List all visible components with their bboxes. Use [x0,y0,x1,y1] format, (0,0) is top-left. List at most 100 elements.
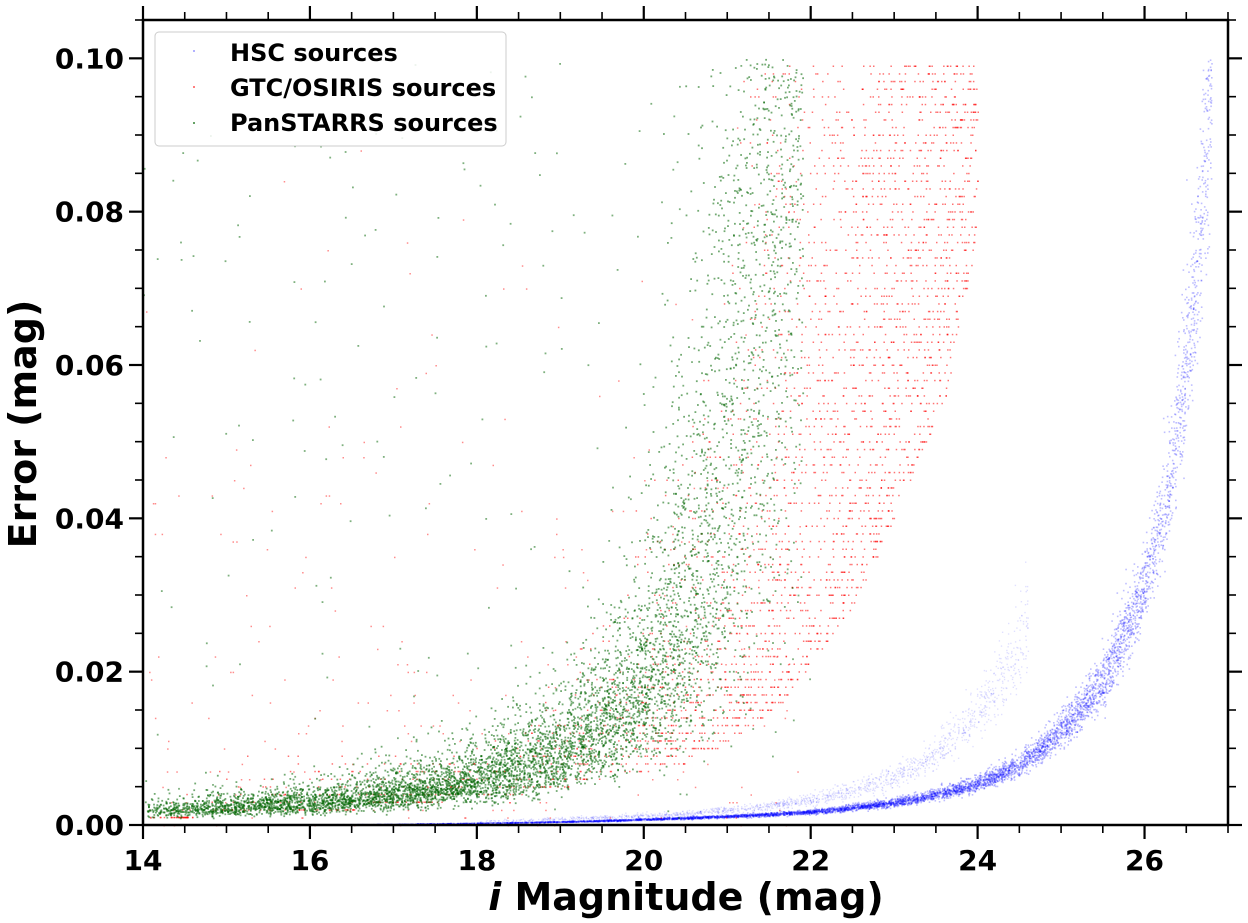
hsc-point [1167,484,1169,486]
hsc-point [893,799,895,801]
hsc-point [1115,638,1117,640]
hsc-point [1207,94,1209,96]
hsc-point [1092,688,1094,690]
hsc-point [1136,600,1138,602]
hsc-point [1112,654,1114,656]
hsc-point [1160,535,1162,537]
hsc-point [1196,332,1198,334]
hsc-point [1089,695,1091,697]
hsc-point [1179,451,1181,453]
hsc-point [1050,755,1052,757]
hsc-point [1167,481,1169,483]
hsc-point [1167,463,1169,465]
hsc-point [1201,179,1203,181]
hsc-point [1174,430,1176,432]
hsc-point [805,814,807,816]
hsc-point [1200,128,1202,130]
hsc-point [1191,348,1193,350]
hsc-point [1177,430,1179,432]
hsc-point [841,806,843,808]
hsc-point [1062,723,1064,725]
hsc-point [1183,329,1185,331]
hsc-point [1170,491,1172,493]
hsc-point [1191,356,1193,358]
hsc-point [1178,331,1180,333]
hsc-point [1163,537,1165,539]
hsc-point [1173,477,1175,479]
hsc-point [1185,354,1187,356]
hsc-point [1202,177,1204,179]
hsc-point [865,803,867,805]
hsc-point [1188,377,1190,379]
hsc-point [1184,395,1186,397]
hsc-point [1210,167,1212,169]
hsc-point [1144,566,1146,568]
hsc-point [1076,698,1078,700]
hsc-point [1120,614,1122,616]
hsc-point [526,822,528,824]
hsc-point [1088,678,1090,680]
hsc-point [1209,144,1211,146]
hsc-point [1097,672,1099,674]
hsc-point [1033,751,1035,753]
hsc-point [1183,425,1185,427]
hsc-point [1021,755,1023,757]
hsc-point [1034,762,1036,764]
hsc-point [1200,257,1202,259]
hsc-point [1056,732,1058,734]
hsc-point [936,795,938,797]
hsc-point [1118,684,1120,686]
hsc-point [1124,635,1126,637]
hsc-point [1193,253,1195,255]
hsc-point [1090,668,1092,670]
hsc-point [1191,324,1193,326]
hsc-point [1127,614,1129,616]
hsc-point [778,812,780,814]
hsc-point [1188,286,1190,288]
hsc-point [1028,773,1030,775]
hsc-point [1069,735,1071,737]
hsc-point [1143,600,1145,602]
hsc-point [1162,477,1164,479]
hsc-point [1100,696,1102,698]
hsc-point [1191,318,1193,320]
hsc-point [1164,571,1166,573]
hsc-point [1160,507,1162,509]
hsc-point [1115,662,1117,664]
hsc-point [1190,232,1192,234]
hsc-point [1120,665,1122,667]
hsc-point [1209,85,1211,87]
hsc-point [1204,220,1206,222]
hsc-point [1074,729,1076,731]
hsc-point [1147,553,1149,555]
hsc-point [1103,660,1105,662]
hsc-points [317,59,1213,825]
hsc-point [1074,737,1076,739]
hsc-point [1207,79,1209,81]
hsc-point [1005,775,1007,777]
hsc-point [1164,549,1166,551]
hsc-point [1011,779,1013,781]
hsc-point [1065,706,1067,708]
hsc-point [1026,770,1028,772]
hsc-point [1089,709,1091,711]
hsc-point [1149,588,1151,590]
hsc-point [1187,342,1189,344]
hsc-point [1197,302,1199,304]
hsc-point [1071,704,1073,706]
hsc-point [1200,186,1202,188]
hsc-point [1167,486,1169,488]
hsc-point [1197,238,1199,240]
hsc-point [1205,257,1207,259]
hsc-point [1131,621,1133,623]
hsc-point [877,809,879,811]
hsc-point [1129,646,1131,648]
hsc-point [1198,178,1200,180]
hsc-point [1204,152,1206,154]
hsc-point [1203,70,1205,72]
hsc-point [1203,94,1205,96]
hsc-point [1041,742,1043,744]
hsc-point [960,778,962,780]
hsc-point [981,783,983,785]
hsc-point [975,777,977,779]
